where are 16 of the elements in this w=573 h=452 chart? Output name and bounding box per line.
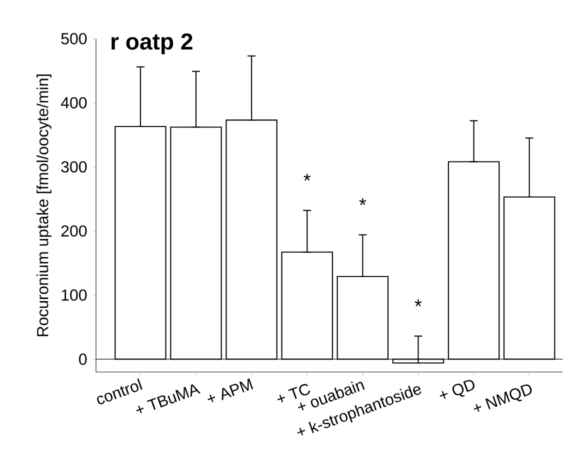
y-tick-label: 200 (61, 225, 87, 237)
y-tick-label: 300 (61, 161, 87, 173)
y-axis-title: Rocuronium uptake [fmol/oocyte/min] (36, 74, 52, 336)
annotation: * (304, 174, 311, 181)
y-tick-label: 100 (62, 289, 87, 301)
annotation: * (414, 300, 422, 306)
y-tick-label: 400 (60, 97, 87, 108)
x-tick-label: + NMQD (474, 384, 532, 412)
x-tick-label: + TC (277, 384, 310, 402)
x-tick-label: control (97, 378, 142, 404)
y-tick-label: 500 (61, 33, 87, 44)
y-tick-label: 0 (79, 354, 87, 365)
annotation: * (359, 198, 366, 205)
chart-title: r oatp 2 (112, 33, 192, 54)
x-tick-label: + APM (208, 378, 254, 402)
x-tick-label: + QD (440, 380, 474, 399)
